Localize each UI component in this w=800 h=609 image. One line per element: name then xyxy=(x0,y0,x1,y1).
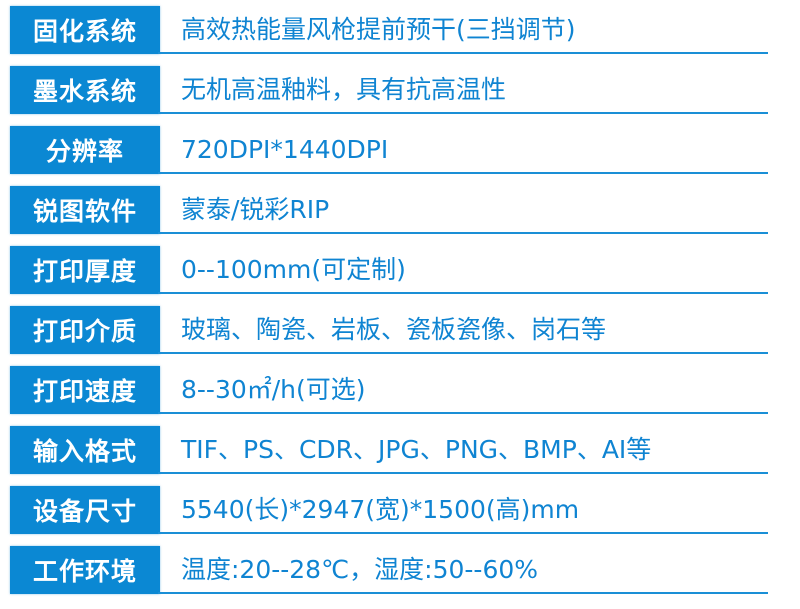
row-divider xyxy=(158,52,768,54)
row-divider xyxy=(158,112,768,114)
spec-row: 锐图软件 蒙泰/锐彩RIP xyxy=(0,180,800,240)
spec-label: 分辨率 xyxy=(10,126,160,174)
row-divider xyxy=(158,472,768,474)
spec-label: 固化系统 xyxy=(10,6,160,54)
spec-label: 墨水系统 xyxy=(10,66,160,114)
spec-row: 分辨率 720DPI*1440DPI xyxy=(0,120,800,180)
row-divider xyxy=(158,292,768,294)
spec-label: 打印速度 xyxy=(10,366,160,414)
spec-row: 墨水系统 无机高温釉料，具有抗高温性 xyxy=(0,60,800,120)
spec-label: 输入格式 xyxy=(10,426,160,474)
row-divider xyxy=(158,592,768,594)
row-divider xyxy=(158,172,768,174)
spec-value: 8--30㎡/h(可选) xyxy=(181,375,366,404)
spec-label: 工作环境 xyxy=(10,546,160,594)
spec-value: 5540(长)*2947(宽)*1500(高)mm xyxy=(181,495,580,524)
spec-value: 720DPI*1440DPI xyxy=(181,135,389,164)
spec-value: 0--100mm(可定制) xyxy=(181,255,406,284)
spec-value: 无机高温釉料，具有抗高温性 xyxy=(181,75,507,104)
row-divider xyxy=(158,532,768,534)
spec-row: 工作环境 温度:20--28℃，湿度:50--60% xyxy=(0,540,800,600)
spec-row: 输入格式 TIF、PS、CDR、JPG、PNG、BMP、AI等 xyxy=(0,420,800,480)
spec-row: 打印速度 8--30㎡/h(可选) xyxy=(0,360,800,420)
spec-value: 高效热能量风枪提前预干(三挡调节) xyxy=(181,15,576,44)
spec-row: 打印厚度 0--100mm(可定制) xyxy=(0,240,800,300)
spec-value: 温度:20--28℃，湿度:50--60% xyxy=(181,555,539,584)
spec-value: 玻璃、陶瓷、岩板、瓷板瓷像、岗石等 xyxy=(181,315,607,344)
spec-value: TIF、PS、CDR、JPG、PNG、BMP、AI等 xyxy=(181,435,652,464)
row-divider xyxy=(158,412,768,414)
spec-label: 打印介质 xyxy=(10,306,160,354)
row-divider xyxy=(158,352,768,354)
row-divider xyxy=(158,232,768,234)
spec-label: 打印厚度 xyxy=(10,246,160,294)
spec-row: 固化系统 高效热能量风枪提前预干(三挡调节) xyxy=(0,0,800,60)
spec-value: 蒙泰/锐彩RIP xyxy=(181,195,330,224)
spec-row: 设备尺寸 5540(长)*2947(宽)*1500(高)mm xyxy=(0,480,800,540)
spec-label: 设备尺寸 xyxy=(10,486,160,534)
spec-label: 锐图软件 xyxy=(10,186,160,234)
spec-row: 打印介质 玻璃、陶瓷、岩板、瓷板瓷像、岗石等 xyxy=(0,300,800,360)
